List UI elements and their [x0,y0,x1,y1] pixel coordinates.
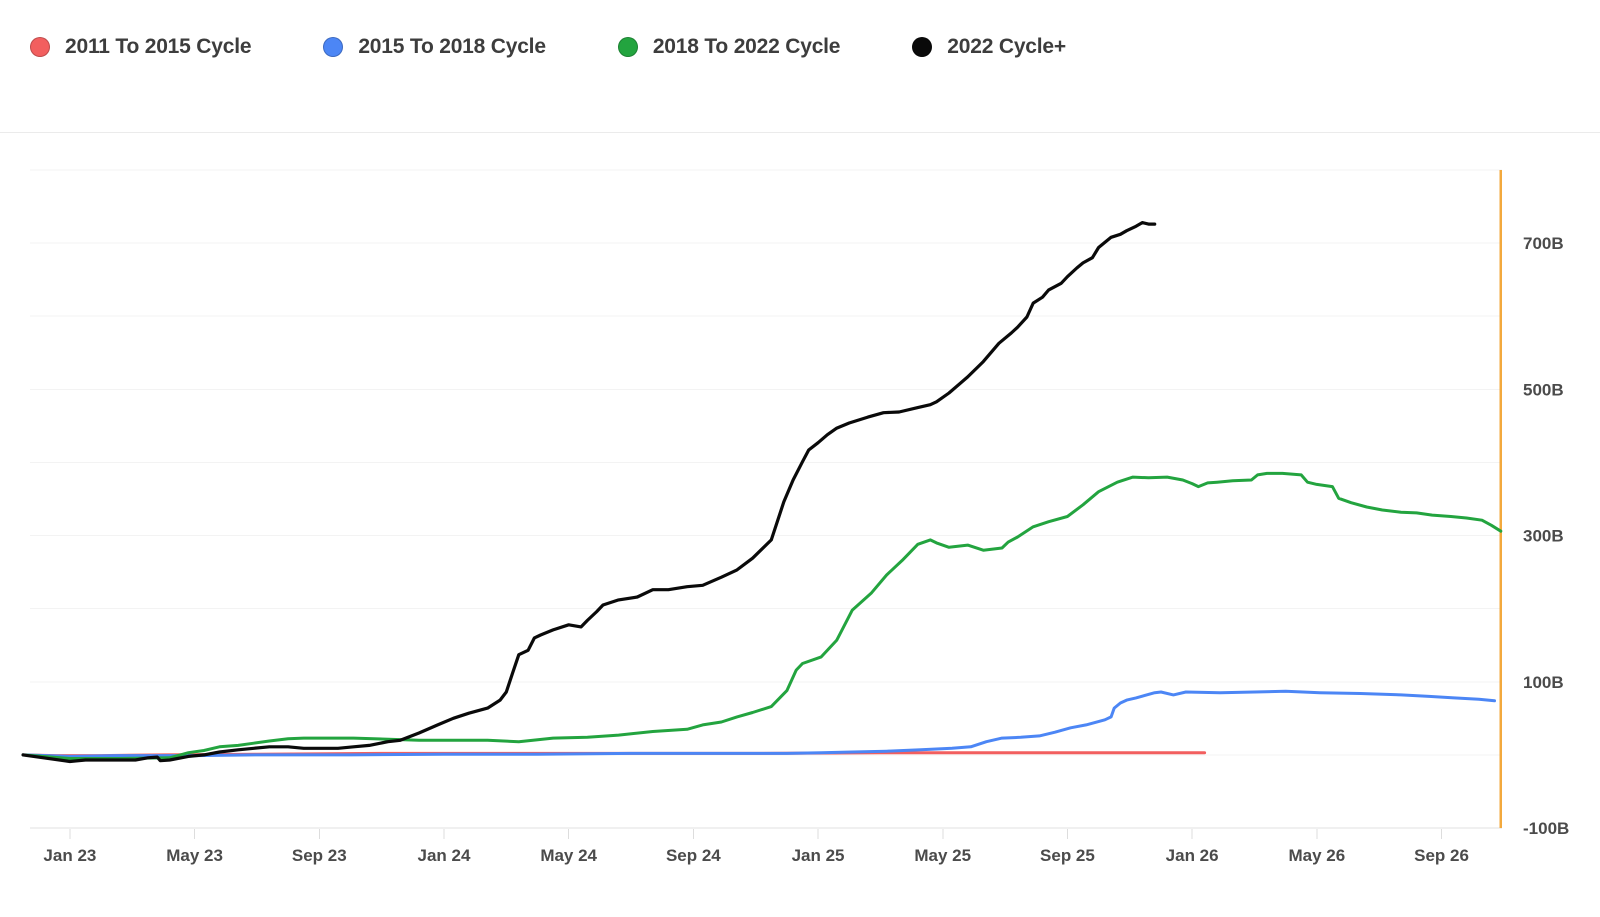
y-tick-label: 300B [1523,527,1564,546]
series-line-2015-to-2018-cycle[interactable] [21,689,1496,758]
x-tick-label: May 24 [540,846,597,865]
legend-item-2015-2018-cycle[interactable]: 2015 To 2018 Cycle [323,35,546,59]
x-tick-label: May 26 [1288,846,1345,865]
legend-label-2018-2022: 2018 To 2022 Cycle [652,35,841,58]
x-tick-label: Jan 26 [1166,846,1219,865]
legend-item-2011-2015-cycle[interactable]: 2011 To 2015 Cycle [30,35,252,59]
y-tick-label: 100B [1523,673,1564,692]
blue-circle-icon [323,37,344,57]
x-tick-label: Sep 24 [666,846,721,865]
x-tick-label: Sep 26 [1414,846,1469,865]
series-line-2022-cycle-[interactable] [21,221,1157,764]
legend-item-2018-2022-cycle[interactable]: 2018 To 2022 Cycle [617,35,841,59]
x-tick-label: Jan 23 [43,846,96,865]
y-tick-label: -100B [1523,819,1569,838]
y-tick-label: 500B [1523,380,1564,399]
x-tick-label: Sep 23 [292,846,347,865]
legend-label-2022-plus: 2022 Cycle+ [947,35,1066,58]
legend-label-2015-2018: 2015 To 2018 Cycle [358,35,546,58]
red-circle-icon [30,37,50,57]
x-tick-label: Jan 25 [792,846,845,865]
green-circle-icon [617,37,638,57]
legend-item-2022-cycle-plus[interactable]: 2022 Cycle+ [912,35,1066,59]
x-tick-label: Jan 24 [418,846,471,865]
x-tick-label: Sep 25 [1040,846,1095,865]
legend-label-2011-2015: 2011 To 2015 Cycle [65,35,252,58]
y-tick-label: 700B [1523,234,1564,253]
x-tick-label: May 25 [914,846,971,865]
series-line-2018-to-2022-cycle[interactable] [21,471,1503,760]
legend: 2011 To 2015 Cycle 2015 To 2018 Cycle 20… [0,0,1600,133]
black-circle-icon [912,37,933,57]
x-tick-label: May 23 [166,846,223,865]
